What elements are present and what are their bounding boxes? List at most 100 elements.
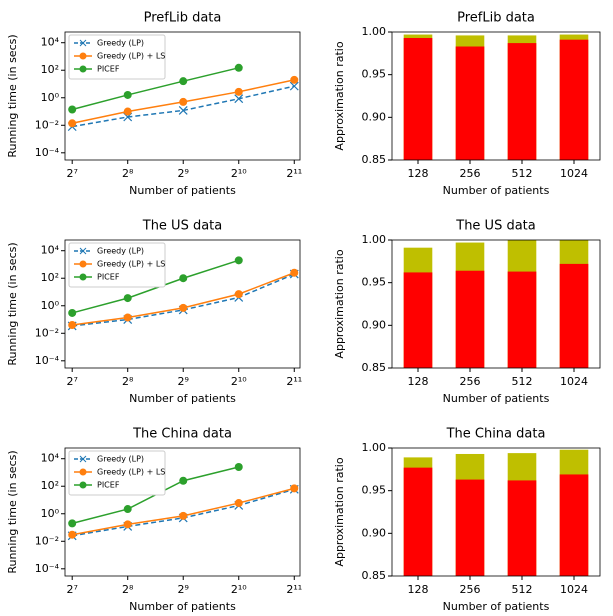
- x-axis-label: Number of patients: [129, 600, 236, 613]
- y-tick-label: 10²: [41, 271, 59, 284]
- x-tick-label: 2⁹: [178, 167, 189, 180]
- x-tick-label: 512: [512, 583, 533, 596]
- legend-marker: [79, 468, 87, 476]
- marker: [234, 94, 244, 104]
- x-tick-label: 2⁹: [178, 375, 189, 388]
- y-tick-label: 10⁻⁴: [35, 146, 60, 159]
- marker: [290, 75, 299, 84]
- x-tick-label: 128: [408, 375, 429, 388]
- y-tick-label: 0.85: [362, 361, 387, 374]
- series-line: [72, 67, 239, 111]
- x-tick-label: 512: [512, 167, 533, 180]
- marker: [179, 511, 188, 520]
- y-tick-label: 10⁰: [41, 507, 60, 520]
- bar: [559, 39, 589, 160]
- marker: [123, 107, 132, 116]
- legend-marker: [79, 52, 87, 60]
- plot-frame: [391, 31, 601, 161]
- chart-title: The China data: [132, 427, 232, 442]
- x-tick-label: 2¹¹: [286, 583, 302, 596]
- y-tick-label: 10⁻⁴: [35, 562, 60, 575]
- legend-marker: [79, 65, 87, 73]
- x-tick-label: 2⁸: [122, 375, 134, 388]
- bar: [455, 270, 485, 368]
- bar: [455, 46, 485, 160]
- legend-marker: [79, 260, 87, 268]
- marker: [178, 106, 188, 115]
- series-line: [72, 85, 295, 128]
- legend-label: Greedy (LP) + LS: [97, 468, 165, 477]
- y-tick-label: 10⁻²: [35, 534, 59, 547]
- legend-marker: [79, 481, 87, 489]
- chart-title: PrefLib data: [457, 11, 535, 26]
- chart-title: PrefLib data: [144, 11, 222, 26]
- legend-box: [68, 34, 166, 80]
- marker: [123, 294, 132, 303]
- x-axis-label: Number of patients: [129, 184, 236, 197]
- x-tick-label: 512: [512, 375, 533, 388]
- marker: [234, 87, 243, 96]
- x-tick-label: 2⁹: [178, 583, 189, 596]
- x-axis-label: Number of patients: [443, 184, 550, 197]
- y-tick-label: 0.85: [362, 153, 387, 166]
- plot-frame: [64, 239, 301, 369]
- y-tick-label: 10⁻²: [35, 118, 59, 131]
- legend-label: PICEF: [97, 481, 120, 490]
- series-line: [72, 259, 239, 314]
- chart-title: The China data: [446, 427, 546, 442]
- marker: [123, 313, 132, 322]
- y-tick-label: 10⁻⁴: [35, 354, 60, 367]
- marker: [179, 97, 188, 106]
- plot-frame: [64, 447, 301, 577]
- x-tick-label: 1024: [560, 583, 588, 596]
- x-tick-label: 256: [460, 375, 481, 388]
- y-tick-label: 10⁰: [41, 91, 60, 104]
- legend-box: [68, 450, 166, 496]
- y-axis-label: Running time (in secs): [6, 450, 19, 573]
- legend-label: Greedy (LP): [97, 455, 144, 464]
- x-axis-label: Number of patients: [443, 600, 550, 613]
- marker: [289, 81, 299, 91]
- x-tick-label: 2⁷: [66, 375, 77, 388]
- y-tick-label: 10²: [41, 479, 59, 492]
- marker: [179, 77, 188, 86]
- marker: [290, 268, 299, 277]
- plot-frame: [391, 239, 601, 369]
- x-tick-label: 256: [460, 167, 481, 180]
- marker: [234, 256, 243, 265]
- bar: [507, 271, 537, 368]
- marker: [234, 63, 243, 72]
- legend-label: Greedy (LP) + LS: [97, 260, 165, 269]
- y-tick-label: 1.00: [362, 233, 387, 246]
- y-axis-label: Running time (in secs): [6, 242, 19, 365]
- x-tick-label: 2⁷: [66, 583, 77, 596]
- y-axis-label: Approximation ratio: [333, 41, 346, 150]
- bar: [559, 263, 589, 368]
- y-tick-label: 0.85: [362, 569, 387, 582]
- legend-box: [68, 242, 166, 288]
- chart-title: The US data: [142, 219, 223, 234]
- x-tick-label: 2¹⁰: [231, 167, 247, 180]
- marker: [68, 519, 77, 528]
- plot-frame: [64, 31, 301, 161]
- legend-label: PICEF: [97, 273, 120, 282]
- y-tick-label: 10⁴: [41, 36, 60, 49]
- marker: [290, 484, 299, 493]
- marker: [68, 320, 77, 329]
- marker: [179, 303, 188, 312]
- marker: [123, 505, 132, 514]
- x-tick-label: 2⁸: [122, 583, 134, 596]
- y-tick-label: 10²: [41, 63, 59, 76]
- bar: [403, 467, 433, 576]
- x-tick-label: 128: [408, 583, 429, 596]
- y-tick-label: 0.95: [362, 276, 387, 289]
- chart-title: The US data: [455, 219, 536, 234]
- y-tick-label: 0.90: [362, 318, 387, 331]
- legend-label: Greedy (LP): [97, 247, 144, 256]
- x-tick-label: 256: [460, 583, 481, 596]
- x-tick-label: 2¹⁰: [231, 375, 247, 388]
- y-tick-label: 10⁰: [41, 299, 60, 312]
- marker: [179, 476, 188, 485]
- legend-marker: [79, 39, 87, 47]
- y-tick-label: 10⁴: [41, 244, 60, 257]
